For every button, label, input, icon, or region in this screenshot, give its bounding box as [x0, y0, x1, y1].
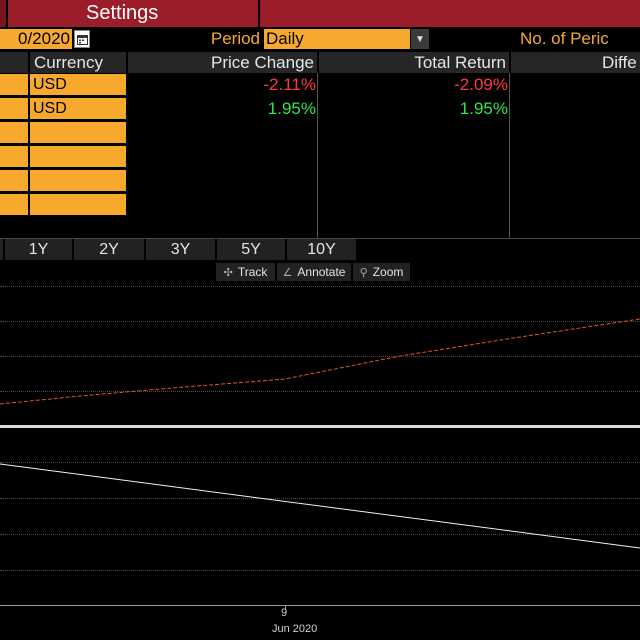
table-cell-total-return: -2.09%	[454, 74, 508, 94]
range-button-2y[interactable]: 2Y	[74, 239, 145, 260]
gridline	[0, 321, 640, 322]
num-periods-label: No. of Peric	[520, 29, 609, 48]
settings-tab-label: Settings	[86, 2, 159, 24]
col-header-difference[interactable]: Diffe	[511, 52, 640, 73]
table-cell-currency[interactable]: USD	[30, 98, 126, 119]
right-tab-area	[260, 0, 640, 27]
table-cell-currency[interactable]	[30, 170, 126, 191]
annotate-button[interactable]: ∠ Annotate	[277, 263, 351, 281]
magnifier-icon: ⚲	[359, 266, 368, 279]
lower-chart[interactable]	[0, 430, 640, 605]
x-axis-tick	[285, 606, 286, 610]
table-cell-currency[interactable]	[30, 194, 126, 215]
range-button-leading[interactable]	[0, 239, 4, 260]
pencil-icon: ∠	[282, 266, 293, 279]
gridline	[0, 356, 640, 357]
gridline	[0, 462, 640, 463]
table-cell-currency[interactable]	[30, 146, 126, 167]
table-cell-price-change: 1.95%	[267, 98, 316, 118]
table-cell-currency[interactable]	[30, 122, 126, 143]
gridline	[0, 391, 640, 392]
zoom-label: Zoom	[372, 265, 404, 279]
table-cell-total-return: 1.95%	[459, 98, 508, 118]
table-header-leading	[0, 52, 28, 73]
column-divider	[317, 73, 318, 238]
table-row-4-lead[interactable]	[0, 170, 28, 191]
x-axis	[0, 605, 640, 606]
gridline	[0, 570, 640, 571]
calendar-icon	[76, 34, 88, 45]
range-button-10y[interactable]: 10Y	[287, 239, 357, 260]
upper-series-line	[0, 318, 640, 405]
track-label: Track	[237, 265, 268, 279]
col-header-price-change[interactable]: Price Change	[128, 52, 317, 73]
upper-chart[interactable]	[0, 282, 640, 424]
gridline	[0, 498, 640, 499]
table-row-1-lead[interactable]	[0, 98, 28, 119]
panel-separator[interactable]	[0, 425, 640, 428]
range-button-5y[interactable]: 5Y	[217, 239, 286, 260]
period-dropdown-button[interactable]: ▼	[411, 29, 429, 49]
column-divider	[509, 73, 510, 238]
track-button[interactable]: ✣ Track	[216, 263, 275, 281]
settings-tab[interactable]: Settings	[8, 0, 258, 27]
gridline	[0, 286, 640, 287]
range-button-3y[interactable]: 3Y	[146, 239, 216, 260]
table-cell-currency[interactable]: USD	[30, 74, 126, 95]
x-axis-tick-day: 9	[281, 607, 288, 619]
col-header-total-return[interactable]: Total Return	[319, 52, 509, 73]
period-select[interactable]: Daily	[264, 29, 410, 49]
table-row-3-lead[interactable]	[0, 146, 28, 167]
table-row-0-lead[interactable]	[0, 74, 28, 95]
table-row-5-lead[interactable]	[0, 194, 28, 215]
chevron-down-icon: ▼	[415, 33, 425, 45]
lower-series-line	[0, 463, 640, 549]
annotate-label: Annotate	[297, 265, 346, 279]
x-axis-tick-month: Jun 2020	[272, 623, 318, 635]
table-row-2-lead[interactable]	[0, 122, 28, 143]
crosshair-icon: ✣	[223, 266, 233, 279]
calendar-button[interactable]	[74, 30, 90, 48]
period-label: Period	[210, 29, 260, 48]
date-field[interactable]: 0/2020	[0, 29, 72, 49]
gridline	[0, 534, 640, 535]
zoom-button[interactable]: ⚲ Zoom	[353, 263, 410, 281]
col-header-currency[interactable]: Currency	[30, 52, 126, 73]
range-button-1y[interactable]: 1Y	[5, 239, 73, 260]
table-cell-price-change: -2.11%	[263, 74, 316, 94]
left-tab[interactable]	[0, 0, 6, 27]
